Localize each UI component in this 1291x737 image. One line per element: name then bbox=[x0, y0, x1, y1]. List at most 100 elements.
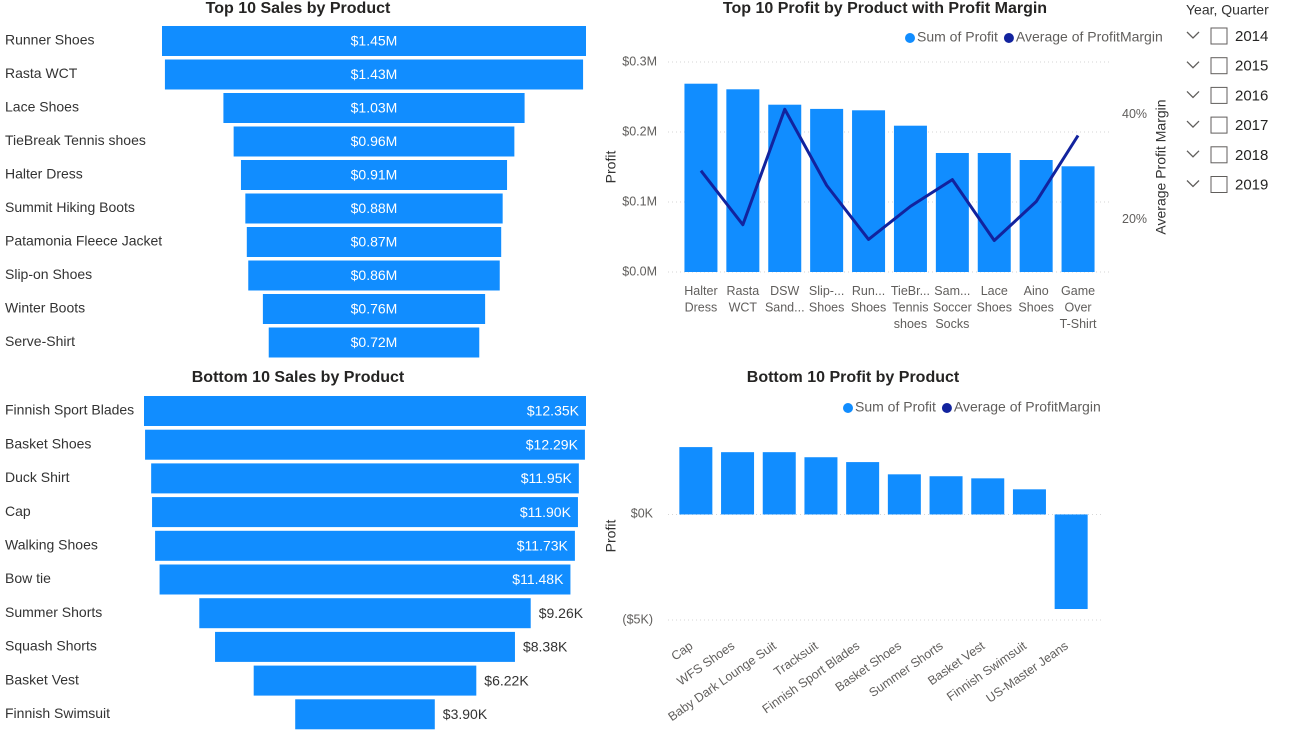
funnel-bar bbox=[295, 699, 435, 730]
funnel-bar bbox=[223, 93, 525, 123]
y-tick-label: ($5K) bbox=[622, 612, 653, 626]
x-tick-line: shoes bbox=[894, 317, 927, 331]
funnel-bar bbox=[262, 294, 486, 324]
data-label: $0.72M bbox=[351, 334, 398, 350]
expand-chevron bbox=[1186, 150, 1200, 158]
funnel-bar bbox=[246, 227, 502, 257]
bar bbox=[971, 478, 1005, 515]
x-tick-line: Over bbox=[1065, 301, 1092, 315]
bar bbox=[846, 462, 880, 515]
slicer-item: 2014 bbox=[1235, 28, 1268, 45]
slicer-item: 2016 bbox=[1235, 87, 1268, 104]
x-tick-label: Slip-... Shoes bbox=[809, 284, 844, 315]
bar bbox=[929, 476, 963, 515]
chart-title: Bottom 10 Profit by Product bbox=[747, 369, 960, 386]
x-tick-line: Sand... bbox=[765, 301, 805, 315]
x-tick-line: Shoes bbox=[809, 301, 844, 315]
funnel-bar bbox=[268, 327, 480, 358]
x-tick-line: Aino bbox=[1024, 284, 1049, 298]
checkbox[interactable] bbox=[1210, 57, 1228, 75]
bar bbox=[721, 452, 755, 515]
category-label: Patamonia Fleece Jacket bbox=[5, 233, 162, 249]
data-label: $11.90K bbox=[520, 504, 572, 520]
bar bbox=[762, 452, 796, 515]
expand-chevron bbox=[1186, 31, 1200, 39]
x-tick-line: Socks bbox=[935, 317, 969, 331]
data-label: $11.48K bbox=[512, 571, 564, 587]
funnel-bar bbox=[233, 126, 515, 157]
data-label: $1.45M bbox=[351, 33, 398, 49]
category-label: Bow tie bbox=[5, 570, 51, 586]
slicer-title: Year, Quarter bbox=[1186, 2, 1269, 18]
category-label: Basket Vest bbox=[5, 671, 79, 687]
checkbox[interactable] bbox=[1210, 176, 1228, 193]
legend-label: Sum of Profit bbox=[855, 399, 936, 415]
category-label: TieBreak Tennis shoes bbox=[5, 132, 146, 148]
funnel-bar bbox=[152, 497, 578, 528]
y-tick-label: $0.3M bbox=[622, 54, 657, 68]
data-label: $0.91M bbox=[351, 167, 398, 183]
funnel-bar bbox=[162, 26, 586, 56]
funnel-bar bbox=[199, 598, 531, 629]
data-label: $9.26K bbox=[539, 605, 584, 621]
category-label: Walking Shoes bbox=[5, 537, 98, 553]
data-label: $12.35K bbox=[527, 403, 580, 419]
funnel-bar bbox=[145, 429, 585, 460]
x-tick-line: Shoes bbox=[977, 301, 1012, 315]
bar bbox=[804, 457, 838, 515]
funnel-bar bbox=[248, 260, 500, 291]
slicer-item: 2015 bbox=[1235, 58, 1268, 75]
x-tick-line: Lace bbox=[981, 284, 1008, 298]
funnel-bar bbox=[215, 631, 515, 662]
y-tick-label: $0.0M bbox=[622, 264, 657, 278]
funnel-bar bbox=[164, 59, 584, 90]
legend-label: Average of ProfitMargin bbox=[954, 399, 1101, 415]
funnel-bar bbox=[253, 665, 477, 696]
legend-marker bbox=[843, 403, 853, 413]
category-label: Rasta WCT bbox=[5, 65, 78, 81]
bar bbox=[887, 474, 921, 515]
category-label: Basket Shoes bbox=[5, 435, 91, 451]
legend-marker bbox=[1003, 33, 1014, 43]
funnel-bar bbox=[155, 530, 575, 561]
chart-title: Top 10 Sales by Product bbox=[206, 0, 391, 17]
x-tick-label: Sam... Soccer Socks bbox=[933, 284, 972, 331]
category-label: Slip-on Shoes bbox=[5, 266, 92, 282]
funnel-bar bbox=[245, 193, 503, 224]
bar bbox=[768, 104, 802, 272]
funnel-bar bbox=[159, 564, 571, 595]
data-label: $0.86M bbox=[351, 267, 398, 283]
x-tick-line: WCT bbox=[729, 301, 758, 315]
bar bbox=[679, 447, 713, 515]
data-label: $1.43M bbox=[351, 66, 398, 82]
funnel-bar bbox=[144, 396, 586, 426]
expand-chevron bbox=[1186, 120, 1200, 129]
x-tick-label: Game Over T-Shirt bbox=[1060, 284, 1097, 331]
checkbox[interactable] bbox=[1210, 27, 1228, 45]
category-label: Duck Shirt bbox=[5, 469, 70, 485]
category-label: Serve-Shirt bbox=[5, 333, 75, 349]
expand-chevron bbox=[1186, 180, 1200, 188]
x-tick-line: Slip-... bbox=[809, 284, 844, 298]
checkbox[interactable] bbox=[1210, 86, 1228, 104]
category-label: Finnish Sport Blades bbox=[5, 402, 134, 418]
checkbox[interactable] bbox=[1210, 146, 1228, 164]
bar bbox=[977, 153, 1011, 272]
x-tick-line: DSW bbox=[770, 284, 799, 298]
category-label: Winter Boots bbox=[5, 300, 85, 316]
x-tick-label: Rasta WCT bbox=[727, 284, 760, 315]
funnel-bar bbox=[151, 463, 579, 494]
y-tick-label: 20% bbox=[1122, 212, 1147, 226]
checkbox[interactable] bbox=[1210, 116, 1228, 134]
x-tick-line: TieBr... bbox=[891, 284, 930, 298]
legend-label: Sum of Profit bbox=[917, 29, 998, 45]
expand-chevron bbox=[1186, 90, 1200, 99]
data-label: $12.29K bbox=[526, 436, 579, 452]
x-tick-line: Halter bbox=[684, 284, 717, 298]
category-label: Squash Shorts bbox=[5, 638, 97, 654]
y-axis-label: Profit bbox=[603, 520, 619, 553]
y-axis-label: Profit bbox=[603, 151, 619, 184]
bar bbox=[810, 108, 844, 273]
x-tick-label: DSW Sand... bbox=[765, 284, 805, 315]
